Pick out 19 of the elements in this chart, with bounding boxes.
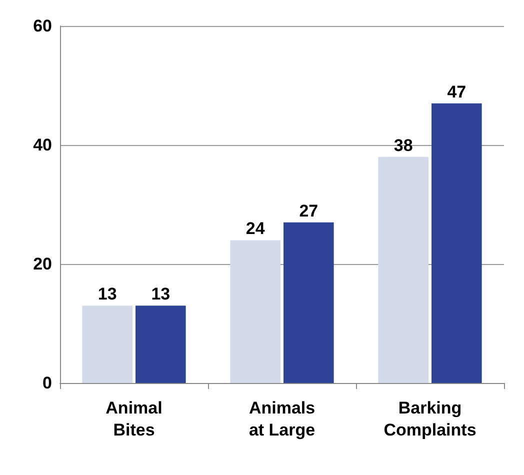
data-label: 13 xyxy=(151,284,170,304)
data-label: 13 xyxy=(98,284,117,304)
y-tick-label: 40 xyxy=(33,136,52,154)
bar xyxy=(82,306,132,383)
y-tick-label: 0 xyxy=(42,374,52,392)
x-tick-label: Barking Complaints xyxy=(384,398,476,440)
bar xyxy=(284,222,334,383)
data-label: 38 xyxy=(394,136,413,155)
bar xyxy=(230,240,280,383)
bar xyxy=(432,103,482,383)
bar xyxy=(136,306,186,383)
data-label: 24 xyxy=(246,219,266,238)
data-label: 27 xyxy=(299,201,318,220)
data-label: 47 xyxy=(447,82,466,102)
y-tick-label: 60 xyxy=(33,16,52,36)
bar xyxy=(378,156,428,383)
y-tick-label: 20 xyxy=(33,254,52,274)
x-tick-label: Animal Bites xyxy=(106,398,162,440)
x-tick-label: Animals at Large xyxy=(248,398,316,440)
